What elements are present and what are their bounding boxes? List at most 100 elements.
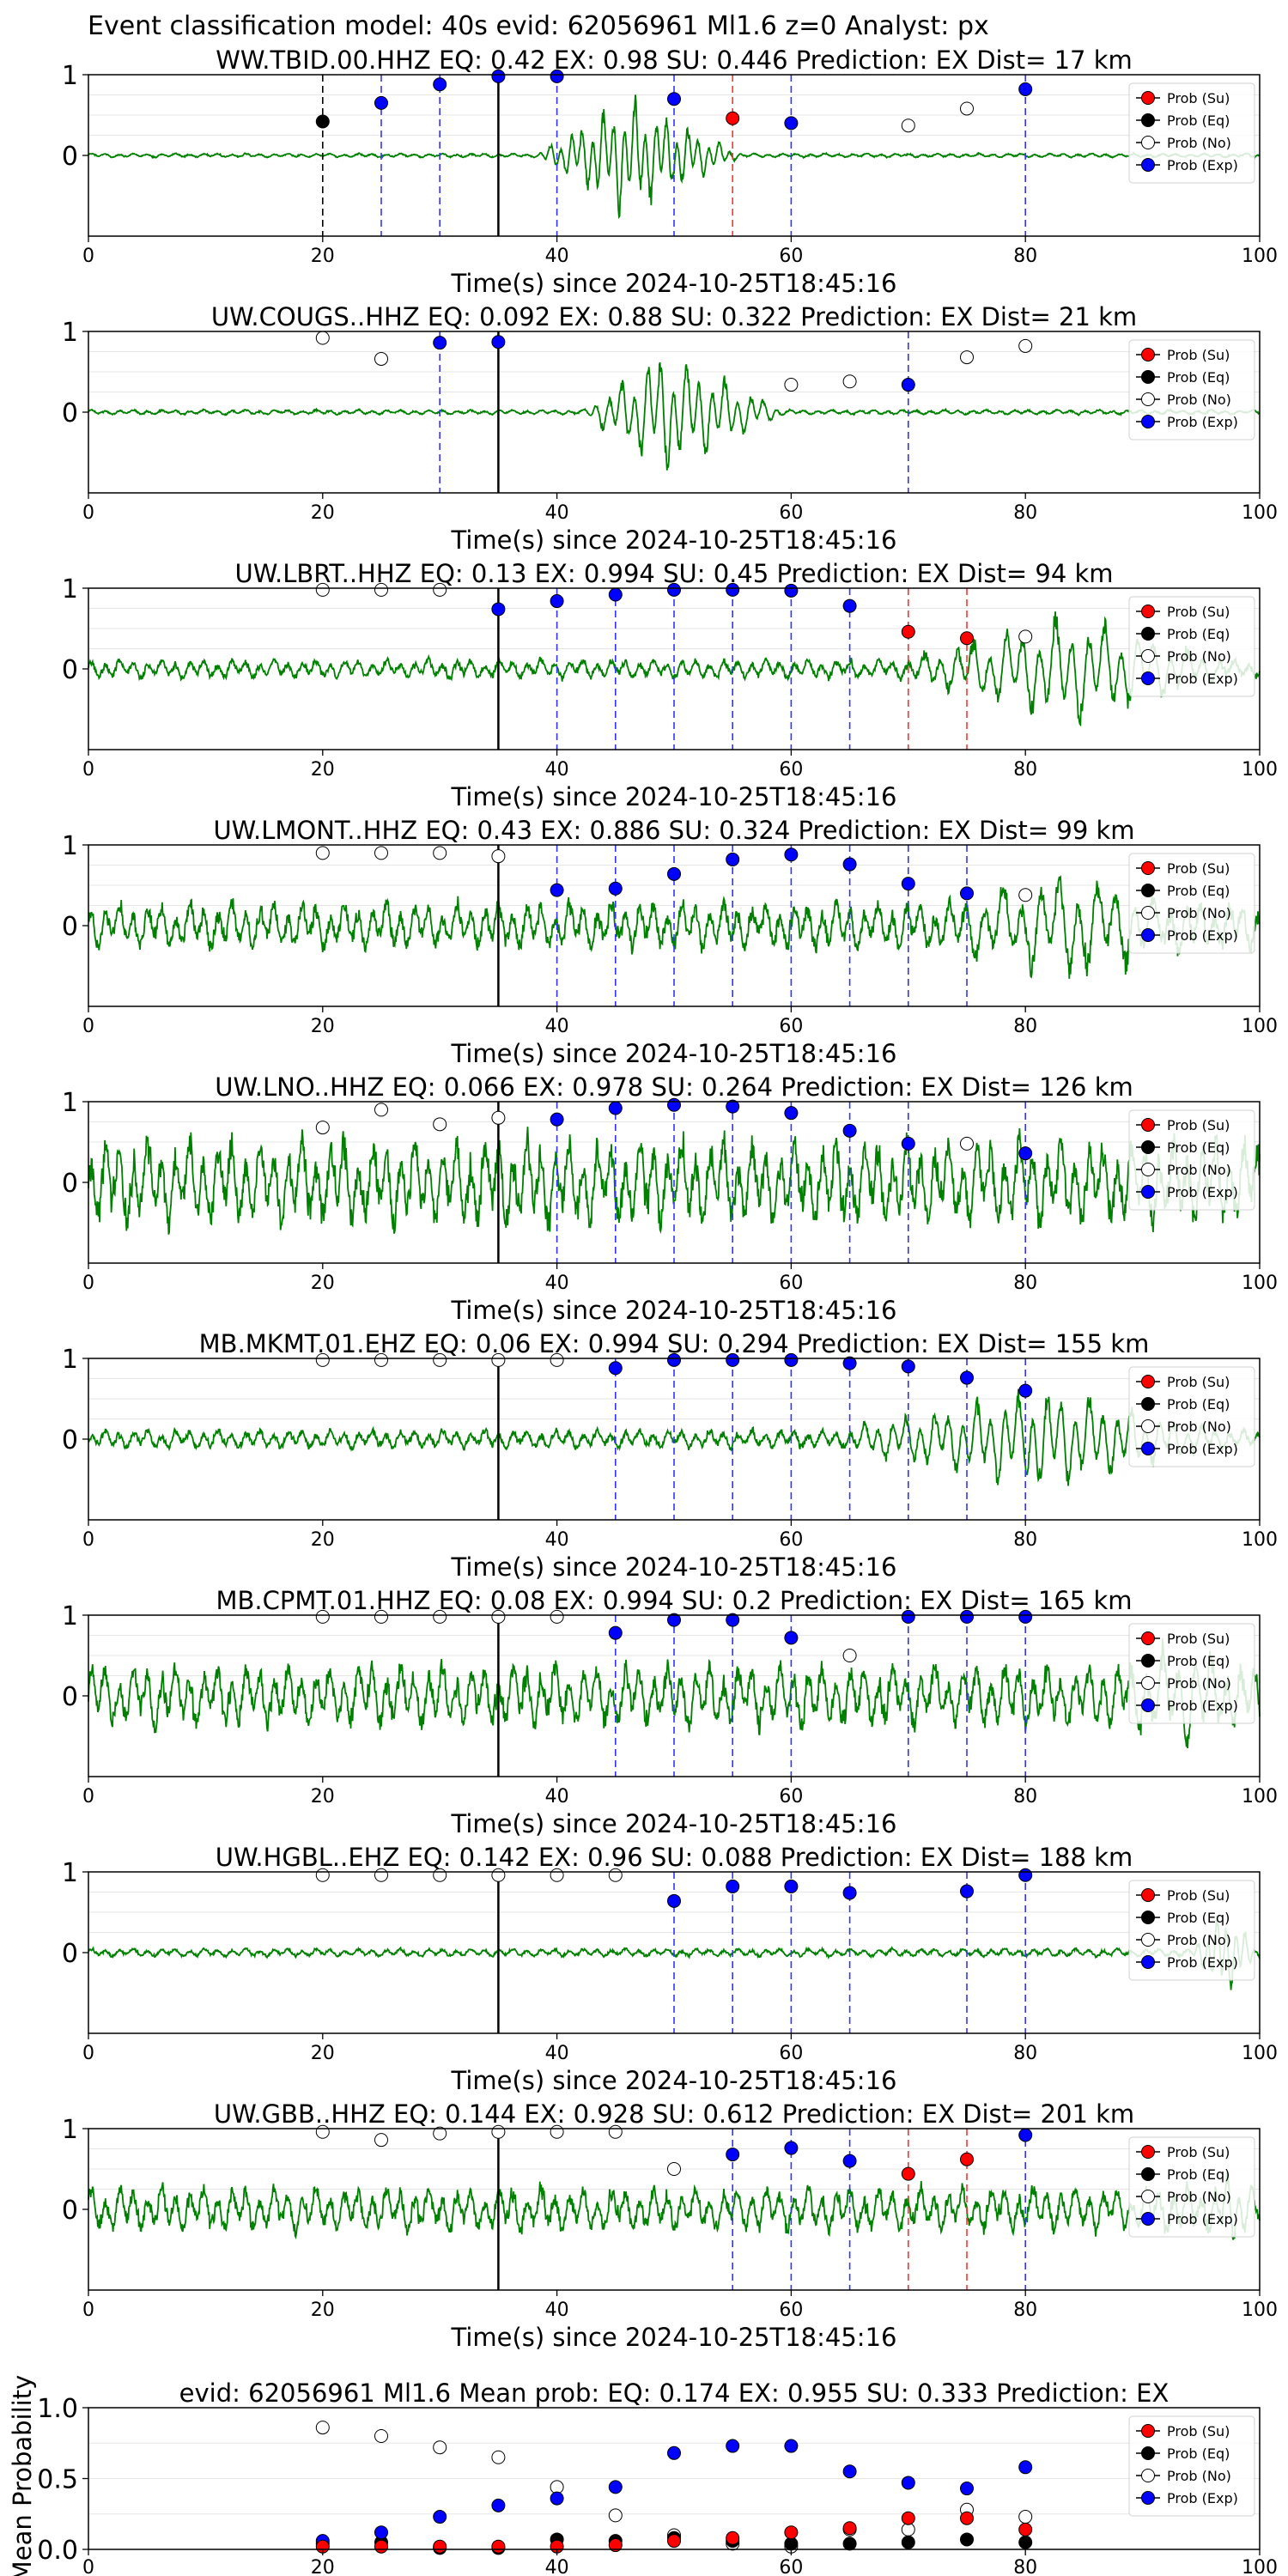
x-tick-label: 20 <box>311 2300 335 2321</box>
prob-exp-point <box>608 1625 623 1640</box>
legend-label: Prob (Exp) <box>1167 2490 1238 2506</box>
prob-no-point <box>374 582 388 597</box>
y-tick-label: 0 <box>62 398 78 428</box>
legend-label: Prob (Exp) <box>1167 414 1238 430</box>
legend-box <box>1128 82 1255 184</box>
prob-no-point <box>315 1121 330 1135</box>
x-tick-label: 60 <box>779 2300 803 2321</box>
prob-exp-point <box>842 1356 857 1370</box>
x-tick-label: 40 <box>545 1529 569 1551</box>
legend-label: Prob (Exp) <box>1167 1954 1238 1971</box>
x-tick-label: 40 <box>545 759 569 781</box>
prob-exp-point <box>901 1609 915 1624</box>
prob-exp-point <box>608 1361 623 1376</box>
x-tick-label: 20 <box>311 759 335 781</box>
mean-probexp-point <box>550 2491 564 2506</box>
prob-exp-point <box>667 866 681 881</box>
x-tick-label: 60 <box>779 2557 803 2576</box>
legend-box <box>1128 853 1255 954</box>
legend-box <box>1128 596 1255 697</box>
legend-label: Prob (Exp) <box>1167 1184 1238 1200</box>
prob-exp-point <box>726 1879 740 1893</box>
y-tick-label: 1.0 <box>37 2394 78 2424</box>
legend-box <box>1128 1366 1255 1467</box>
legend-marker <box>1141 2190 1155 2203</box>
panel-title: UW.LMONT..HHZ EQ: 0.43 EX: 0.886 SU: 0.3… <box>213 816 1134 845</box>
legend-marker <box>1141 1676 1155 1690</box>
prob-exp-point <box>842 2154 857 2168</box>
prob-no-point <box>842 1649 857 1662</box>
legend-label: Prob (No) <box>1167 905 1231 921</box>
prob-no-point <box>1018 629 1033 644</box>
mean-probeq-point <box>842 2537 857 2551</box>
prob-exp-point <box>960 886 974 901</box>
legend-label: Prob (Eq) <box>1167 626 1230 642</box>
prob-no-point <box>960 350 974 365</box>
legend: Prob (Su) Prob (Eq) Prob (No) Prob (Exp) <box>1128 1880 1255 1981</box>
x-axis-label: Time(s) since 2024-10-25T18:45:16 <box>451 269 897 298</box>
prob-no-point <box>550 1609 564 1624</box>
legend-marker <box>1141 1911 1155 1924</box>
legend-marker <box>1141 1888 1155 1902</box>
x-tick-label: 20 <box>311 1273 335 1294</box>
mean-probno-point <box>433 2440 447 2455</box>
x-tick-label: 80 <box>1013 2300 1037 2321</box>
x-tick-label: 40 <box>545 502 569 524</box>
y-tick-label: 1 <box>62 831 78 861</box>
legend-label: Prob (Exp) <box>1167 927 1238 944</box>
x-axis-label: Time(s) since 2024-10-25T18:45:16 <box>451 2066 897 2095</box>
mean-probexp-point <box>784 2439 799 2453</box>
prob-exp-point <box>901 877 915 891</box>
y-tick-label: 0 <box>62 1425 78 1455</box>
prob-no-point <box>1018 888 1033 902</box>
prob-exp-point <box>784 848 799 862</box>
panel-8: 0 20 40 60 80 100 1 0 UW.HGBL..EHZ EQ: 0.142 EX:… <box>62 1843 1278 2095</box>
panel-9: 0 20 40 60 80 100 1 0 UW.GBB..HHZ EQ: 0.144 EX: … <box>62 2099 1278 2352</box>
legend-marker <box>1141 671 1155 685</box>
mean-probsu-point <box>608 2538 623 2553</box>
legend-label: Prob (Eq) <box>1167 2445 1230 2462</box>
waveform-trace <box>88 94 1261 220</box>
x-tick-label: 0 <box>82 1273 94 1294</box>
x-tick-label: 60 <box>779 1016 803 1037</box>
mean-probno-point <box>374 2429 388 2443</box>
x-tick-label: 20 <box>311 502 335 524</box>
panel-4: 0 20 40 60 80 100 1 0 UW.LMONT..HHZ EQ: 0.43 EX:… <box>62 816 1278 1068</box>
mean-probeq-point <box>1018 2535 1033 2549</box>
panel-3: 0 20 40 60 80 100 1 0 UW.LBRT..HHZ EQ: 0.13 EX: … <box>62 559 1278 811</box>
prob-exp-point <box>842 598 857 613</box>
y-tick-label: 1 <box>62 1088 78 1118</box>
legend-marker <box>1141 2446 1155 2460</box>
x-tick-label: 60 <box>779 502 803 524</box>
prob-exp-point <box>726 2148 740 2162</box>
prob-exp-point <box>374 95 388 110</box>
prob-exp-point <box>1018 82 1033 96</box>
x-tick-label: 80 <box>1013 1529 1037 1551</box>
panel-5: 0 20 40 60 80 100 1 0 UW.LNO..HHZ EQ: 0.066 EX: … <box>62 1072 1278 1325</box>
legend-label: Prob (Eq) <box>1167 369 1230 386</box>
x-tick-label: 0 <box>82 246 94 267</box>
x-tick-label: 20 <box>311 246 335 267</box>
legend-marker <box>1141 2491 1155 2505</box>
legend-marker <box>1141 2424 1155 2438</box>
legend: Prob (Su) Prob (Eq) Prob (No) Prob (Exp) <box>1128 339 1255 440</box>
legend-label: Prob (Eq) <box>1167 2166 1230 2183</box>
legend-label: Prob (Eq) <box>1167 112 1230 129</box>
prob-exp-point <box>667 1613 681 1627</box>
legend-marker <box>1141 2212 1155 2226</box>
prob-su-point <box>901 624 915 639</box>
panel-6: 0 20 40 60 80 100 1 0 MB.MKMT.01.EHZ EQ: 0.06 EX… <box>62 1329 1278 1582</box>
legend-marker <box>1141 649 1155 663</box>
x-tick-label: 80 <box>1013 2557 1037 2576</box>
legend-label: Prob (Su) <box>1167 604 1230 620</box>
x-tick-label: 100 <box>1242 759 1278 781</box>
x-axis-label: Time(s) since 2024-10-25T18:45:16 <box>451 782 897 811</box>
prob-no-point <box>374 351 388 366</box>
panel-title: WW.TBID.00.HHZ EQ: 0.42 EX: 0.98 SU: 0.4… <box>216 46 1133 75</box>
x-tick-label: 0 <box>82 2043 94 2064</box>
x-axis-label: Time(s) since 2024-10-25T18:45:16 <box>451 1296 897 1325</box>
panel-1: 0 20 40 60 80 100 1 0 WW.TBID.00.HHZ EQ: 0.42 EX… <box>62 46 1278 298</box>
prob-no-point <box>1018 338 1033 353</box>
legend-box <box>1128 2415 1255 2517</box>
